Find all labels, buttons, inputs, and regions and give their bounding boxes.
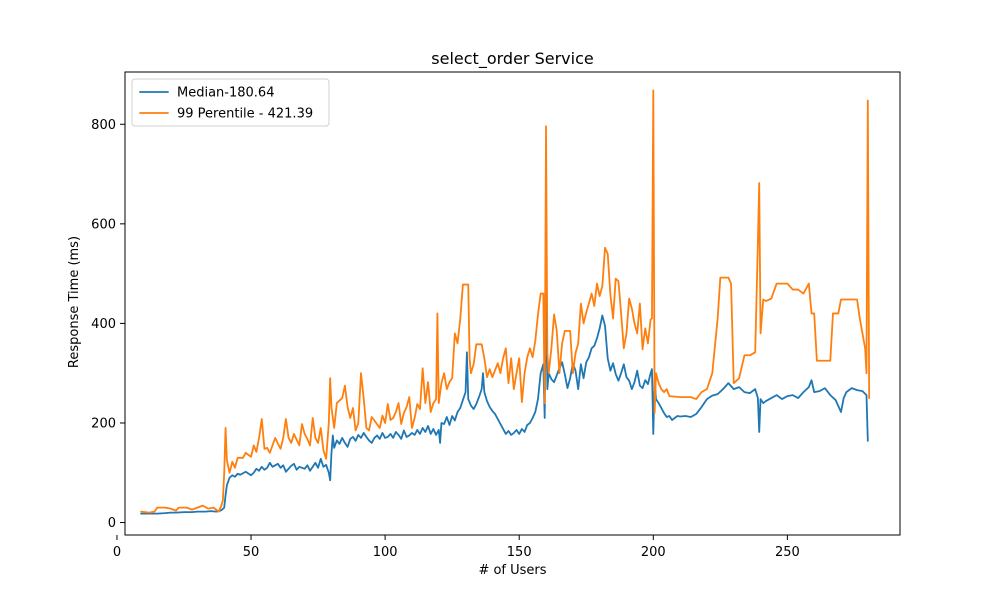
- y-tick-label-0: 0: [108, 516, 116, 531]
- y-tick-label-600: 600: [91, 217, 116, 232]
- y-tick-label-200: 200: [91, 416, 116, 431]
- y-axis-label: Response Time (ms): [67, 236, 82, 368]
- x-tick-label-100: 100: [373, 545, 398, 560]
- x-axis-label: # of Users: [478, 563, 546, 578]
- x-tick-label-0: 0: [113, 545, 121, 560]
- series-line-p99: [140, 89, 871, 514]
- x-tick-label-50: 50: [243, 545, 260, 560]
- legend-label-median: Median-180.64: [177, 86, 274, 101]
- chart-title: select_order Service: [431, 49, 593, 69]
- plot-frame: [124, 71, 901, 536]
- axes-layer: 0 50 100 150 200 250 0 200 400 600 800: [91, 71, 901, 560]
- y-tick-label-800: 800: [91, 118, 116, 133]
- x-tick-label-200: 200: [641, 545, 666, 560]
- plot-layer: [140, 89, 871, 515]
- series-line-median: [140, 272, 869, 515]
- x-tick-label-150: 150: [507, 545, 532, 560]
- legend-label-p99: 99 Perentile - 421.39: [177, 107, 313, 122]
- x-tick-label-250: 250: [775, 545, 800, 560]
- legend-box: [131, 78, 330, 127]
- y-tick-label-400: 400: [91, 317, 116, 332]
- legend: Median-180.64 99 Perentile - 421.39: [131, 78, 330, 127]
